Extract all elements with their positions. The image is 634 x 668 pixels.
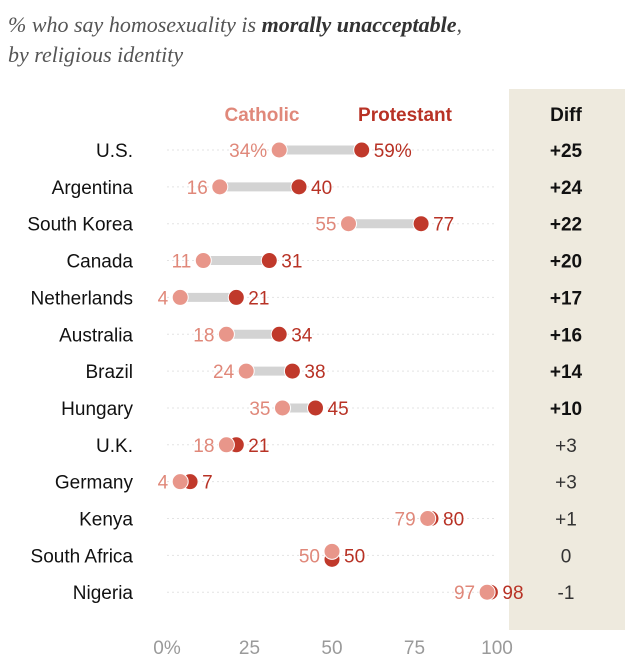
protestant-value-label: 31: [281, 252, 302, 273]
diff-value: +25: [550, 141, 583, 162]
title-prefix: % who say homosexuality is: [8, 12, 262, 37]
protestant-dot: [307, 399, 324, 417]
x-tick-label: 75: [404, 638, 425, 659]
catholic-dot: [323, 542, 341, 560]
x-tick-label: 0%: [153, 638, 181, 659]
catholic-dot: [270, 141, 288, 159]
protestant-dot: [227, 288, 245, 306]
protestant-dot: [290, 178, 308, 196]
catholic-value-label: 35: [249, 399, 270, 420]
country-label: South Africa: [31, 546, 134, 567]
title-emphasis: morally unacceptable: [261, 12, 457, 37]
diff-panel: [509, 89, 625, 630]
country-label: U.K.: [96, 436, 133, 457]
country-label: Canada: [66, 252, 133, 273]
catholic-dot: [211, 178, 229, 196]
catholic-value-label: 24: [213, 362, 235, 383]
catholic-value-label: 18: [193, 325, 214, 346]
country-label: South Korea: [27, 215, 133, 236]
protestant-value-label: 77: [433, 215, 454, 236]
protestant-dot: [270, 325, 288, 343]
country-label: Argentina: [52, 178, 134, 199]
protestant-dot: [412, 215, 430, 233]
catholic-dot: [478, 583, 496, 601]
protestant-dot: [283, 362, 301, 380]
catholic-value-label: 50: [299, 546, 320, 567]
x-tick-label: 50: [321, 638, 342, 659]
diff-value: +10: [550, 399, 582, 420]
diff-value: +20: [550, 252, 582, 273]
diff-value: +16: [550, 325, 582, 346]
catholic-dot: [419, 510, 437, 527]
diff-value: +1: [555, 510, 577, 531]
protestant-value-label: 7: [202, 473, 213, 494]
catholic-dot: [274, 399, 291, 417]
diff-value: +22: [550, 215, 582, 236]
catholic-value-label: 79: [395, 510, 416, 531]
country-label: Netherlands: [31, 288, 133, 309]
diff-value: +14: [550, 362, 583, 383]
catholic-dot: [217, 436, 235, 454]
catholic-value-label: 97: [454, 583, 475, 604]
diff-value: +17: [550, 288, 582, 309]
catholic-value-label: 11: [172, 252, 192, 273]
catholic-dot: [194, 252, 212, 270]
title-line2: by religious identity: [8, 42, 184, 67]
country-label: Germany: [55, 473, 134, 494]
catholic-dot: [217, 325, 235, 343]
protestant-value-label: 21: [248, 436, 269, 457]
catholic-value-label: 18: [193, 436, 214, 457]
diff-value: 0: [561, 546, 572, 567]
country-label: Kenya: [79, 510, 133, 531]
catholic-dot: [340, 215, 357, 233]
chart-title: % who say homosexuality is morally unacc…: [8, 10, 628, 70]
catholic-value-label: 34%: [229, 141, 267, 162]
country-label: Hungary: [61, 399, 133, 420]
diff-value: +3: [555, 436, 577, 457]
catholic-value-label: 55: [315, 215, 336, 236]
country-label: Nigeria: [73, 583, 134, 604]
diff-value: +3: [555, 473, 577, 494]
legend-catholic: Catholic: [225, 105, 300, 126]
protestant-value-label: 80: [443, 510, 464, 531]
protestant-dot: [353, 141, 371, 159]
protestant-value-label: 59%: [374, 141, 412, 162]
catholic-value-label: 16: [187, 178, 208, 199]
protestant-value-label: 34: [291, 325, 313, 346]
protestant-value-label: 40: [311, 178, 332, 199]
protestant-value-label: 98: [502, 583, 523, 604]
catholic-dot: [171, 473, 189, 491]
country-label: Brazil: [85, 362, 133, 383]
diff-value: +24: [550, 178, 583, 199]
protestant-value-label: 45: [328, 399, 349, 420]
catholic-dot: [237, 362, 255, 380]
country-label: Australia: [59, 325, 133, 346]
diff-value: -1: [558, 583, 575, 604]
country-label: U.S.: [96, 141, 133, 162]
x-tick-label: 25: [239, 638, 260, 659]
title-suffix: ,: [456, 12, 463, 37]
catholic-value-label: 4: [158, 288, 169, 309]
diff-header: Diff: [550, 105, 582, 126]
protestant-dot: [260, 252, 278, 270]
protestant-value-label: 38: [304, 362, 325, 383]
catholic-value-label: 4: [158, 473, 169, 494]
legend-protestant: Protestant: [358, 105, 453, 126]
protestant-value-label: 50: [344, 546, 365, 567]
protestant-value-label: 21: [248, 288, 269, 309]
catholic-dot: [171, 288, 189, 306]
x-tick-label: 100: [481, 638, 513, 659]
